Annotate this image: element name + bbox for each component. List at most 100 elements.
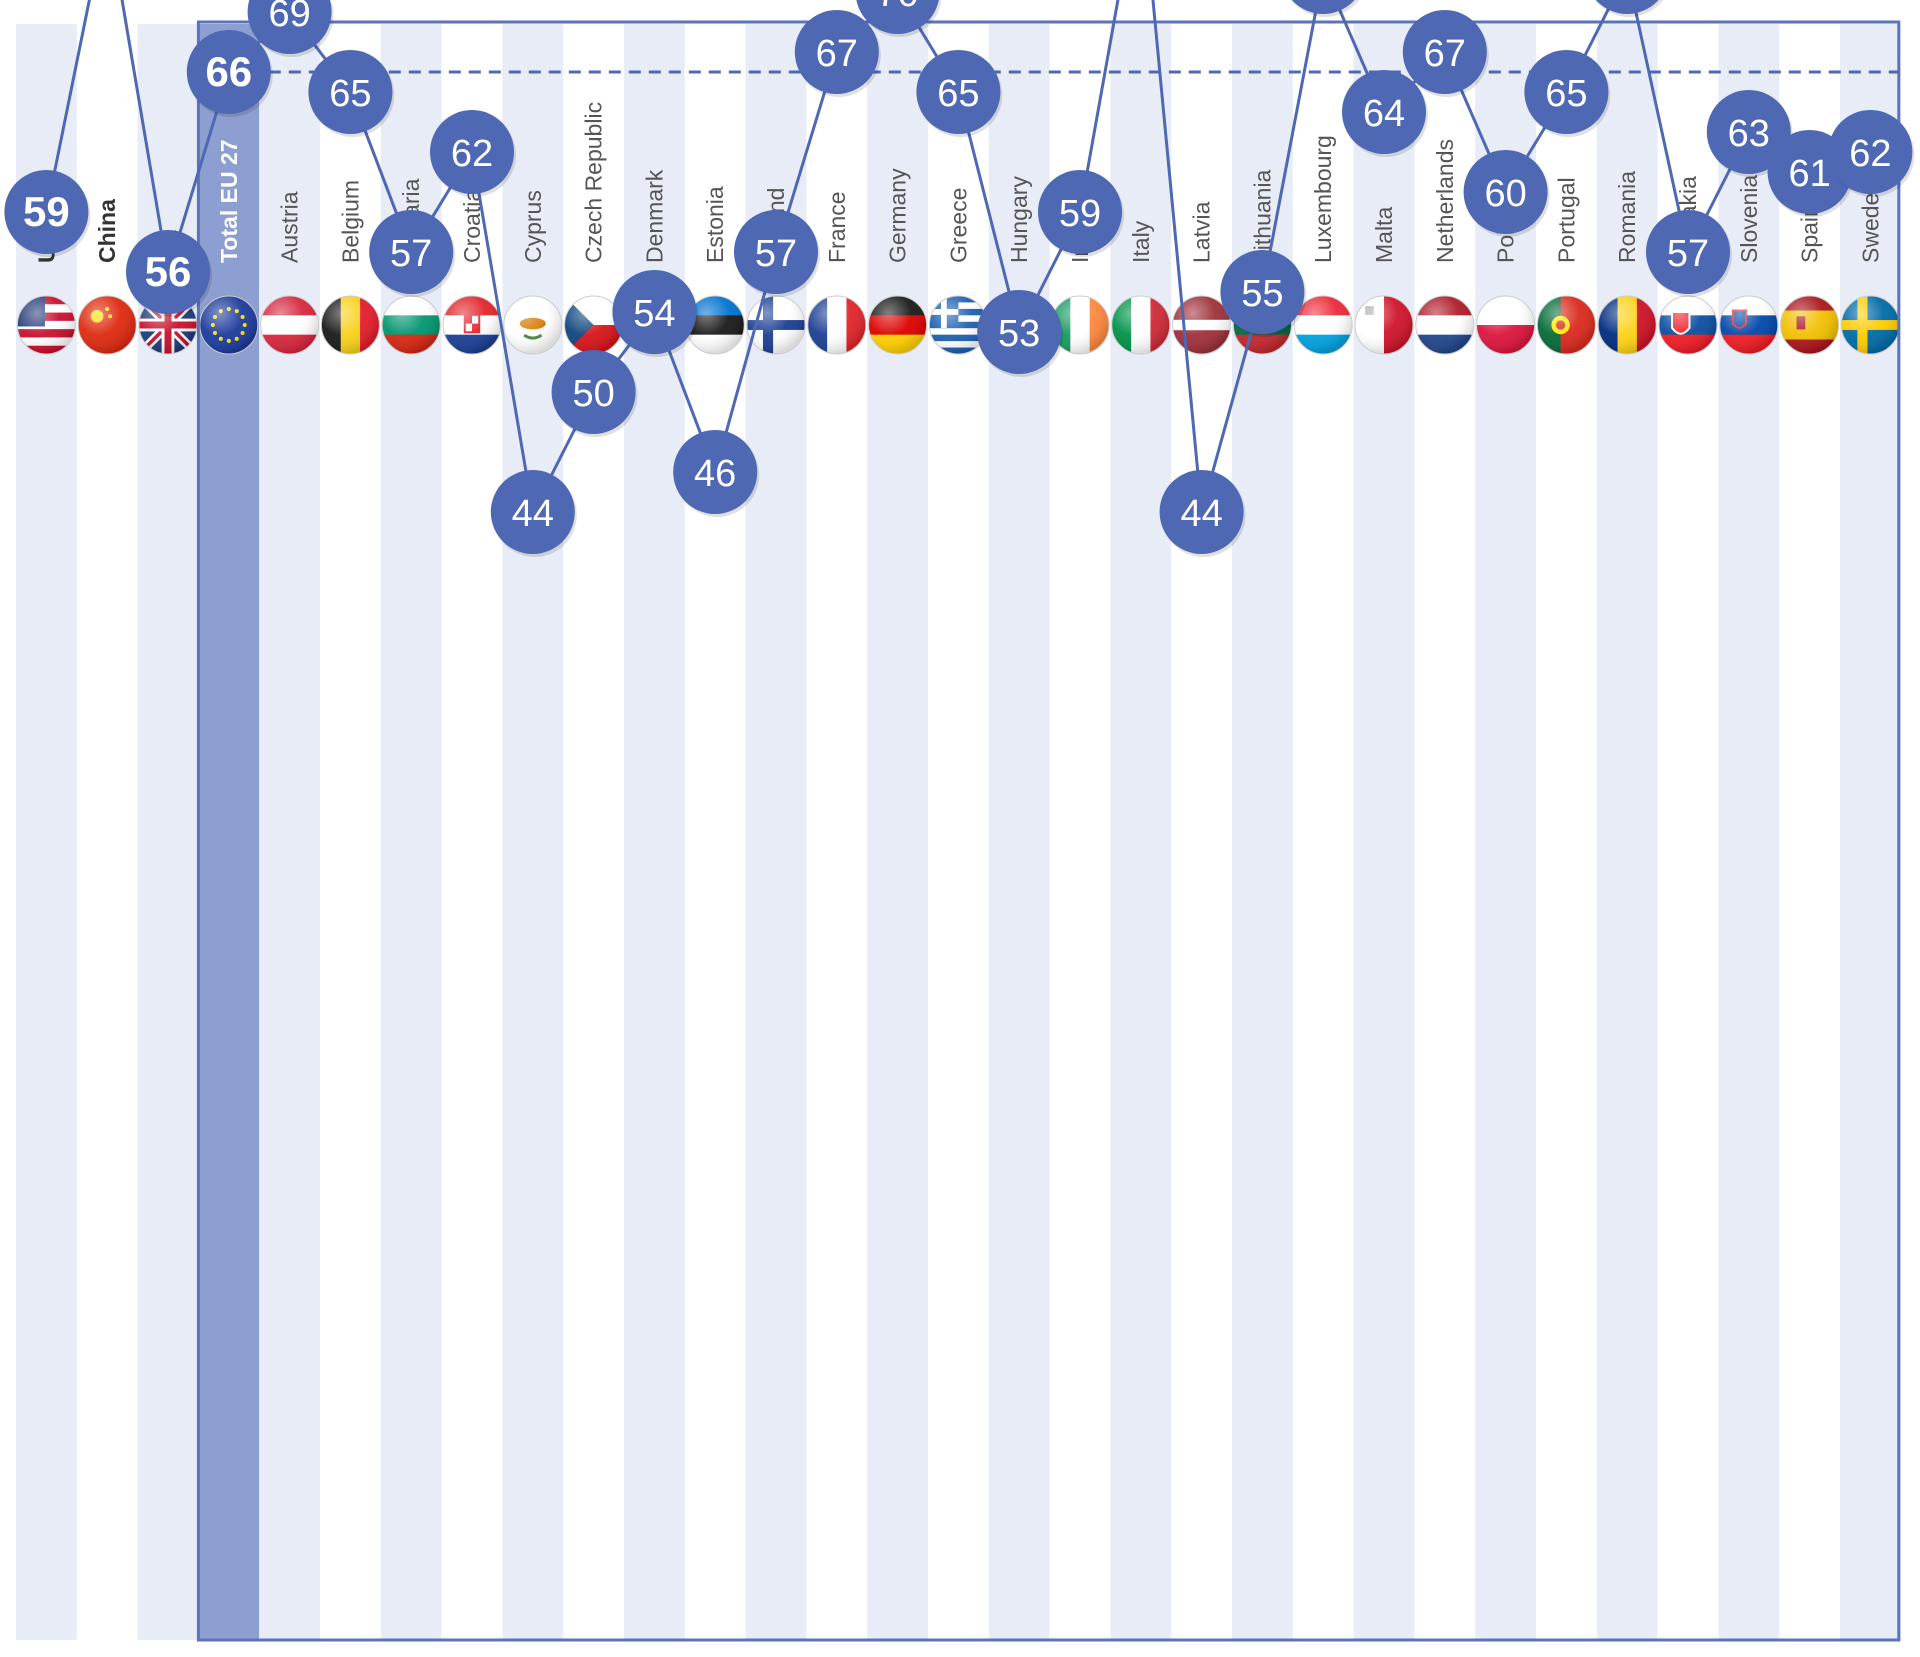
- data-point: [490, 470, 575, 554]
- data-point: [856, 0, 939, 34]
- column-band: [867, 24, 928, 1640]
- data-points: 5974566669655762445054465767706553597644…: [4, 0, 1915, 557]
- eu-region-frame: [196, 20, 1901, 1642]
- data-point: [1828, 110, 1913, 194]
- data-point: [1220, 250, 1305, 334]
- flag-gloss: [746, 295, 806, 355]
- data-label: 57: [1667, 233, 1709, 275]
- data-point: [916, 50, 1001, 134]
- column-band: [1596, 24, 1658, 1640]
- flag-gloss: [1658, 295, 1718, 355]
- flag-gloss: [868, 295, 928, 355]
- flag-gloss: [1172, 295, 1232, 355]
- data-point: [126, 230, 210, 314]
- column-band: [624, 24, 685, 1640]
- data-point: [612, 270, 697, 354]
- category-label: Luxembourg: [1310, 135, 1336, 263]
- data-label: 46: [694, 453, 736, 495]
- column-band: [1353, 24, 1415, 1640]
- data-point: [1402, 10, 1487, 94]
- data-point: [1646, 210, 1730, 294]
- category-label: Romania: [1614, 171, 1640, 263]
- data-label: 59: [1059, 193, 1101, 235]
- data-label: 54: [633, 293, 675, 335]
- column-band: [198, 24, 260, 1640]
- flag-gloss: [1719, 295, 1779, 355]
- data-label: 66: [205, 48, 252, 95]
- data-point: [977, 290, 1062, 374]
- data-label: 70: [876, 0, 918, 15]
- data-point: [247, 0, 332, 54]
- flag-gloss: [1476, 295, 1536, 355]
- data-label: 63: [1728, 113, 1770, 155]
- data-label: 50: [572, 373, 614, 415]
- data-point: [1595, 0, 1659, 14]
- data-point: [1463, 150, 1548, 234]
- flag-gloss: [320, 295, 380, 355]
- data-label: 44: [1180, 493, 1222, 535]
- column-band: [502, 24, 564, 1640]
- data-label: 61: [1788, 153, 1830, 195]
- data-label: 67: [816, 33, 858, 75]
- column-band: [988, 24, 1050, 1640]
- category-label: Latvia: [1189, 201, 1215, 263]
- flag-row: [16, 295, 1900, 355]
- flag-gloss: [1111, 295, 1171, 355]
- category-label: Belgium: [337, 180, 363, 263]
- flag-gloss: [503, 295, 563, 355]
- data-point: [186, 30, 271, 114]
- column-band: [1110, 24, 1172, 1640]
- data-point: [1291, 0, 1355, 14]
- data-label: 60: [1484, 173, 1526, 215]
- column-band: [1718, 24, 1780, 1640]
- flag-gloss: [381, 295, 441, 355]
- data-point: [551, 350, 636, 434]
- flag-gloss: [199, 295, 259, 355]
- data-point: [308, 50, 393, 134]
- column-band: [259, 24, 320, 1640]
- category-label: Cyprus: [520, 190, 546, 263]
- data-point: [734, 210, 818, 294]
- flag-gloss: [807, 295, 867, 355]
- data-label: 65: [329, 73, 371, 115]
- data-point: [430, 110, 514, 194]
- data-label: 56: [145, 248, 192, 295]
- data-label: 59: [23, 188, 70, 235]
- category-label: Total EU 27: [216, 139, 242, 263]
- data-point: [1159, 470, 1244, 554]
- data-label: 57: [755, 233, 797, 275]
- column-band: [1475, 24, 1536, 1640]
- category-label: Germany: [885, 168, 911, 263]
- data-point: [1038, 170, 1122, 254]
- flag-gloss: [1293, 295, 1353, 355]
- flag-gloss: [260, 295, 320, 355]
- flag-gloss: [77, 295, 137, 355]
- data-label: 64: [1363, 93, 1405, 135]
- category-label: Czech Republic: [581, 102, 607, 263]
- flag-gloss: [16, 295, 76, 355]
- category-label: Estonia: [702, 186, 728, 263]
- data-point: [1524, 50, 1609, 134]
- data-label: 65: [937, 73, 979, 115]
- category-label: France: [824, 191, 850, 263]
- data-label: 53: [998, 313, 1040, 355]
- flag-gloss: [1354, 295, 1414, 355]
- data-label: 55: [1241, 273, 1283, 315]
- data-label: 44: [512, 493, 554, 535]
- data-point: [673, 430, 758, 514]
- category-label: Portugal: [1553, 177, 1579, 263]
- category-label: Italy: [1128, 220, 1154, 263]
- flag-gloss: [442, 295, 502, 355]
- data-label: 62: [1849, 133, 1891, 175]
- data-label: 69: [268, 0, 310, 35]
- eu-frame: [196, 20, 1901, 1642]
- flag-gloss: [1415, 295, 1475, 355]
- data-point: [1342, 70, 1426, 154]
- category-label: Greece: [945, 188, 971, 263]
- data-label: 57: [390, 233, 432, 275]
- category-label: Denmark: [641, 169, 667, 263]
- data-label: 65: [1545, 73, 1587, 115]
- data-point: [369, 210, 454, 294]
- flag-gloss: [1536, 295, 1596, 355]
